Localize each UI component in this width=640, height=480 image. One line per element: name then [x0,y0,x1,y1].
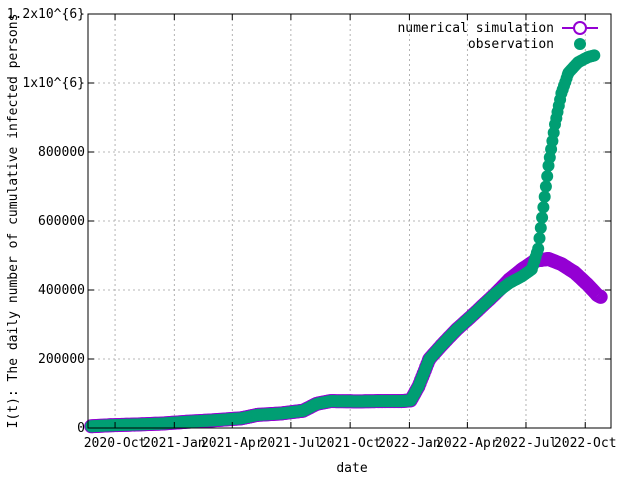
x-tick-label: 2022-Jan [378,436,441,451]
y-tick-label: 800000 [38,145,85,160]
x-tick-label: 2021-Apr [201,436,264,451]
data-point [538,190,551,203]
x-tick-label: 2021-Jan [143,436,206,451]
y-tick-label: 0 [77,421,85,436]
x-tick-label: 2022-Jul [495,436,558,451]
data-point [533,232,546,245]
y-tick-label: 1x10^{6} [22,76,85,91]
y-tick-label: 400000 [38,283,85,298]
axis-ticks: 0 200000 400000 600000 800000 1x10^{6} 1.2x10^… [7,7,617,451]
legend-label: observation [468,37,554,52]
x-tick-label: 2020-Oct [84,436,147,451]
x-tick-label: 2021-Oct [319,436,382,451]
series-observation [85,49,601,433]
data-point [532,242,545,255]
x-tick-label: 2022-Apr [436,436,499,451]
y-tick-label: 200000 [38,352,85,367]
data-point [539,180,552,193]
series-layer [84,49,608,434]
data-point [534,221,547,234]
data-point [536,211,549,224]
y-tick-label: 1.2x10^{6} [7,7,85,22]
legend-marker-swatch [573,21,587,35]
data-point [593,289,608,304]
x-tick-label: 2022-Oct [554,436,617,451]
grid [88,14,611,428]
x-axis-label: date [336,461,367,476]
data-point [541,170,554,183]
y-axis-label: I(t): The daily number of cumulative inf… [6,14,21,429]
x-tick-label: 2021-Jul [260,436,323,451]
data-point [537,201,550,214]
data-point [588,49,601,62]
y-tick-label: 600000 [38,214,85,229]
legend-label: numerical simulation [397,21,554,36]
legend-marker-swatch [574,38,586,50]
